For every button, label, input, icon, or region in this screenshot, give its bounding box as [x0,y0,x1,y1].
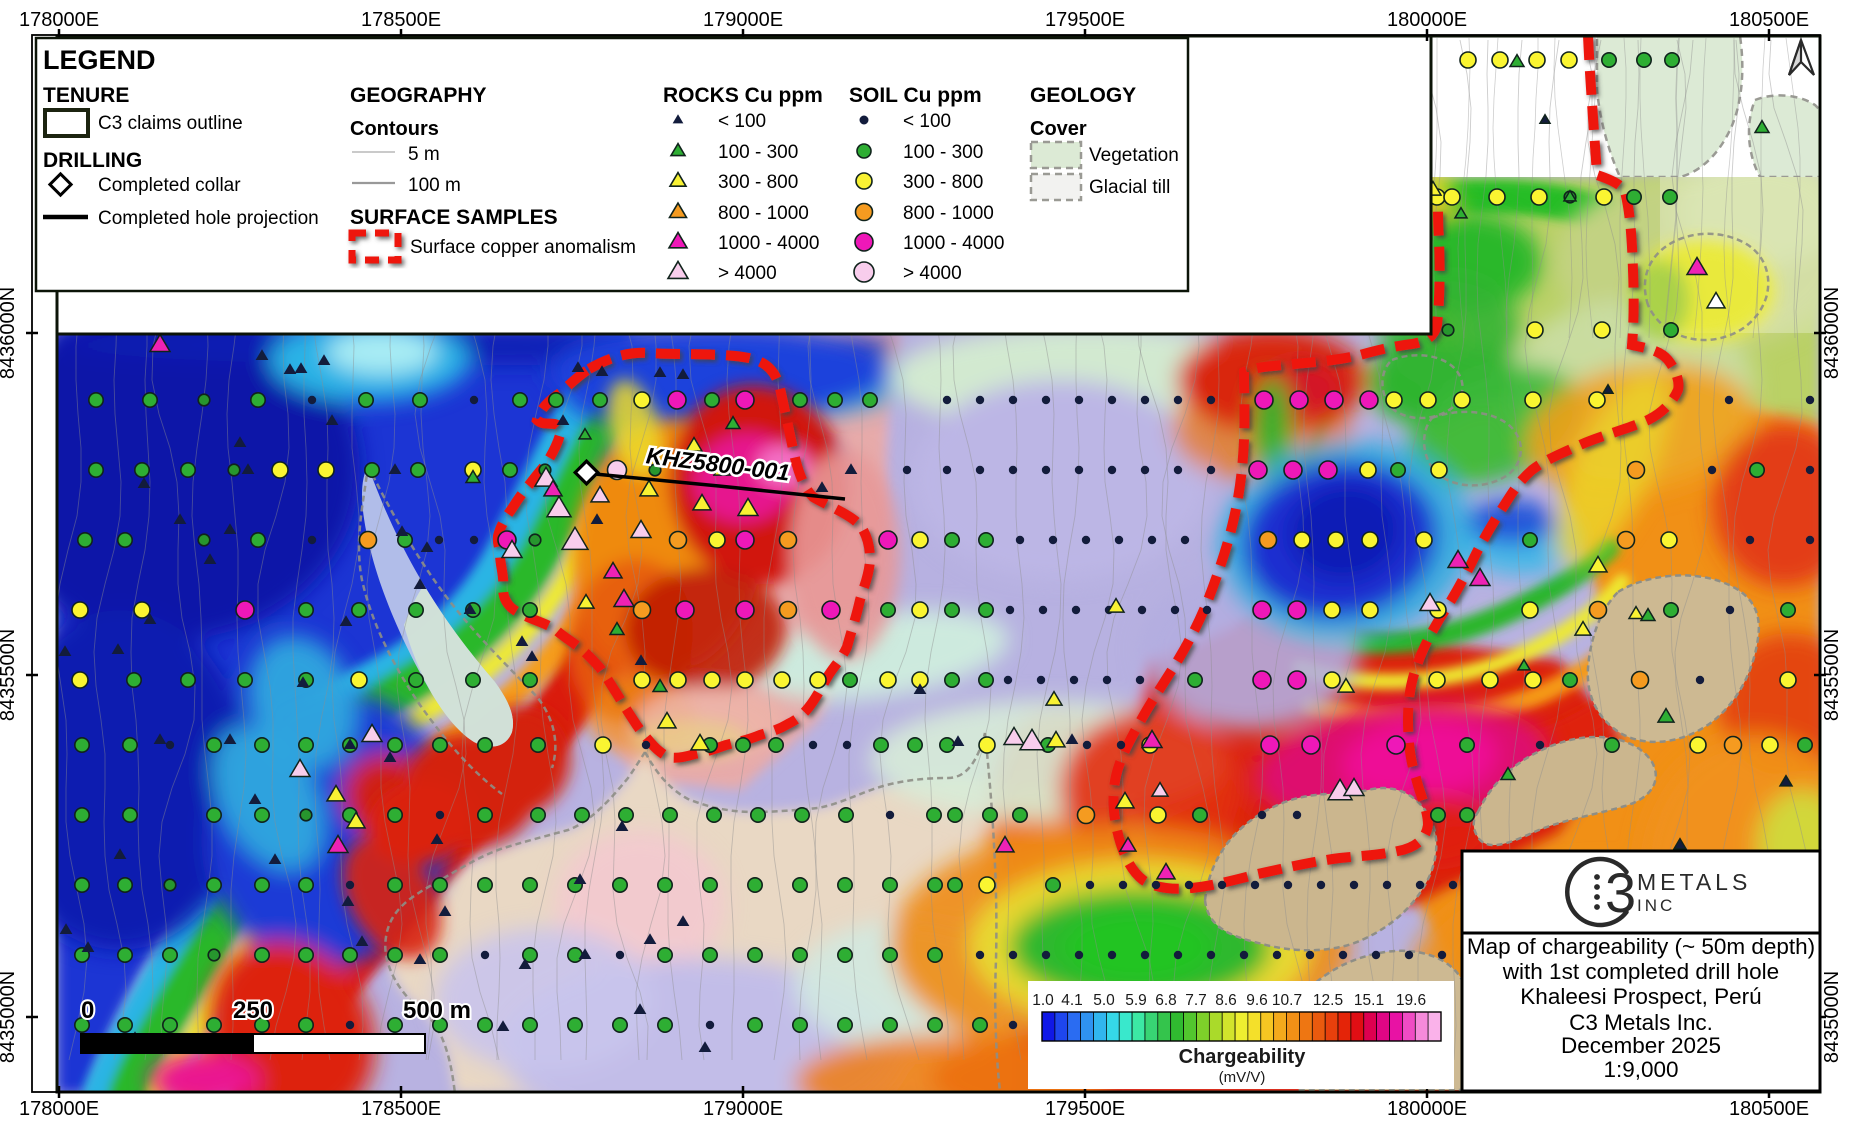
svg-text:Glacial till: Glacial till [1089,177,1170,198]
svg-text:180500E: 180500E [1729,1098,1809,1120]
svg-text:178500E: 178500E [361,9,441,31]
svg-text:5.0: 5.0 [1093,992,1115,1009]
svg-text:5.9: 5.9 [1125,992,1147,1009]
svg-text:180000E: 180000E [1387,9,1467,31]
svg-text:1000 - 4000: 1000 - 4000 [903,233,1004,254]
svg-text:C3 Metals Inc.: C3 Metals Inc. [1569,1010,1713,1035]
svg-text:Surface copper anomalism: Surface copper anomalism [410,237,636,258]
svg-text:INC: INC [1637,896,1675,915]
svg-text:1.0: 1.0 [1032,992,1054,1009]
svg-text:6.8: 6.8 [1155,992,1177,1009]
svg-text:1:9,000: 1:9,000 [1603,1057,1678,1082]
svg-text:< 100: < 100 [718,111,766,132]
svg-text:TENURE: TENURE [43,84,129,107]
svg-text:with 1st completed drill hole: with 1st completed drill hole [1502,959,1779,984]
svg-text:179500E: 179500E [1045,1098,1125,1120]
svg-text:800 - 1000: 800 - 1000 [718,203,809,224]
svg-text:Cover: Cover [1030,118,1087,140]
svg-text:4.1: 4.1 [1061,992,1083,1009]
svg-text:SOIL Cu ppm: SOIL Cu ppm [849,84,982,107]
svg-text:8435000N: 8435000N [1821,971,1843,1063]
svg-text:500 m: 500 m [403,997,471,1024]
svg-text:LEGEND: LEGEND [43,45,156,75]
svg-text:12.5: 12.5 [1313,992,1343,1009]
svg-text:METALS: METALS [1637,869,1751,895]
svg-text:> 4000: > 4000 [718,263,777,284]
svg-text:DRILLING: DRILLING [43,149,142,172]
svg-text:7.7: 7.7 [1185,992,1207,1009]
svg-text:8435500N: 8435500N [0,629,19,721]
svg-text:8435000N: 8435000N [0,971,19,1063]
svg-text:19.6: 19.6 [1396,992,1426,1009]
svg-text:> 4000: > 4000 [903,263,962,284]
svg-text:300 - 800: 300 - 800 [718,172,798,193]
svg-text:SURFACE SAMPLES: SURFACE SAMPLES [350,206,558,229]
svg-text:179500E: 179500E [1045,9,1125,31]
svg-text:C3 claims outline: C3 claims outline [98,113,243,134]
svg-text:Completed hole projection: Completed hole projection [98,208,319,229]
svg-text:179000E: 179000E [703,1098,783,1120]
svg-text:100 m: 100 m [408,175,461,196]
svg-text:Contours: Contours [350,118,439,140]
svg-text:0: 0 [81,997,94,1024]
svg-text:Chargeability: Chargeability [1179,1046,1307,1068]
svg-text:GEOLOGY: GEOLOGY [1030,84,1136,107]
svg-text:800 - 1000: 800 - 1000 [903,203,994,224]
svg-text:(mV/V): (mV/V) [1219,1069,1266,1086]
svg-text:178000E: 178000E [19,1098,99,1120]
svg-text:15.1: 15.1 [1354,992,1384,1009]
svg-text:Map of chargeability (~ 50m de: Map of chargeability (~ 50m depth) [1467,934,1815,959]
svg-text:8435500N: 8435500N [1821,629,1843,721]
svg-text:180500E: 180500E [1729,9,1809,31]
svg-text:< 100: < 100 [903,111,951,132]
svg-text:250: 250 [233,997,273,1024]
svg-text:178000E: 178000E [19,9,99,31]
svg-text:179000E: 179000E [703,9,783,31]
svg-text:GEOGRAPHY: GEOGRAPHY [350,84,487,107]
svg-text:5 m: 5 m [408,144,440,165]
svg-text:3: 3 [1605,861,1636,924]
svg-text:December 2025: December 2025 [1561,1033,1721,1058]
svg-text:1000 - 4000: 1000 - 4000 [718,233,819,254]
svg-text:178500E: 178500E [361,1098,441,1120]
svg-text:ROCKS Cu ppm: ROCKS Cu ppm [663,84,823,107]
svg-text:300 - 800: 300 - 800 [903,172,983,193]
svg-text:Khaleesi Prospect, Perú: Khaleesi Prospect, Perú [1520,984,1761,1009]
svg-text:100 - 300: 100 - 300 [718,142,798,163]
svg-text:8436000N: 8436000N [1821,287,1843,379]
svg-text:8.6: 8.6 [1215,992,1237,1009]
svg-text:100 - 300: 100 - 300 [903,142,983,163]
svg-text:Completed collar: Completed collar [98,175,241,196]
svg-text:8436000N: 8436000N [0,287,19,379]
svg-text:9.6: 9.6 [1246,992,1268,1009]
svg-text:180000E: 180000E [1387,1098,1467,1120]
svg-text:10.7: 10.7 [1272,992,1302,1009]
svg-text:Vegetation: Vegetation [1089,145,1179,166]
